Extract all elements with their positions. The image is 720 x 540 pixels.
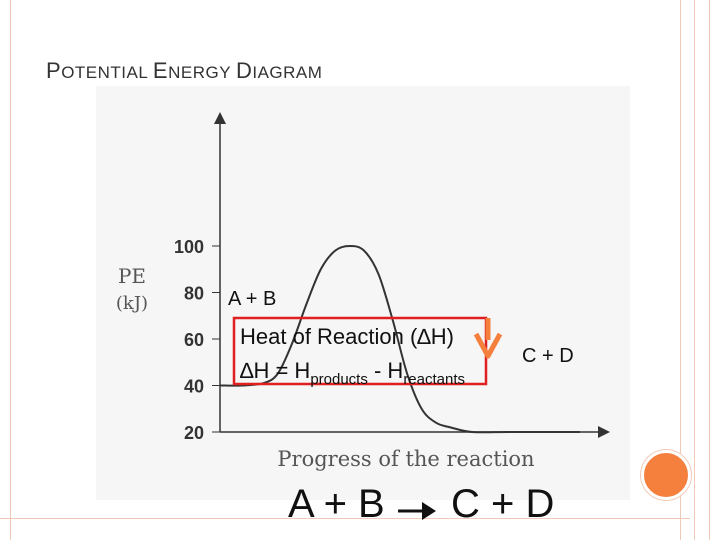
decorative-orange-circle (641, 450, 691, 500)
heat-of-reaction-label: Heat of Reaction (∆H) (240, 324, 454, 349)
energy-curve (219, 244, 580, 434)
formula-prefix: ∆H = H (240, 358, 310, 383)
title-part-1: OTENTIAL (61, 63, 153, 82)
slide-title: POTENTIAL ENERGY DIAGRAM (46, 58, 322, 84)
x-axis-label: Progress of the reaction (277, 447, 534, 471)
y-ticks: 20 40 60 80 100 (174, 237, 220, 443)
title-cap-3: D (235, 58, 253, 83)
slide-frame-right (680, 0, 710, 540)
reactants-label: A + B (228, 288, 276, 310)
delta-h-formula: ∆H = Hproducts - Hreactants (240, 358, 465, 388)
slide-frame-left (0, 0, 11, 540)
formula-middle: - H (368, 358, 403, 383)
slide-frame-right-inner (694, 0, 695, 540)
title-cap-2: E (152, 58, 169, 83)
y-tick-label: 80 (184, 284, 204, 304)
title-part-3: IAGRAM (252, 63, 323, 82)
y-tick-label: 40 (184, 377, 204, 397)
title-cap-1: P (46, 58, 62, 83)
title-part-2: NERGY (168, 63, 236, 82)
products-label: C + D (522, 345, 574, 367)
equation-products: C + D (451, 482, 555, 526)
y-tick-label: 60 (184, 330, 204, 350)
delta-h-arrow (473, 318, 503, 359)
y-axis-label-line1: PE (118, 264, 146, 288)
reaction-equation: A + B C + D (288, 482, 554, 527)
slide-frame-bottom (0, 518, 690, 519)
arrow-icon (396, 491, 440, 521)
y-tick-label: 100 (174, 237, 204, 257)
formula-sub-products: products (310, 371, 368, 388)
y-tick-label: 20 (184, 423, 204, 443)
formula-sub-reactants: reactants (403, 371, 465, 388)
y-axis-label-line2: (kJ) (116, 293, 148, 314)
equation-reactants: A + B (288, 482, 385, 526)
